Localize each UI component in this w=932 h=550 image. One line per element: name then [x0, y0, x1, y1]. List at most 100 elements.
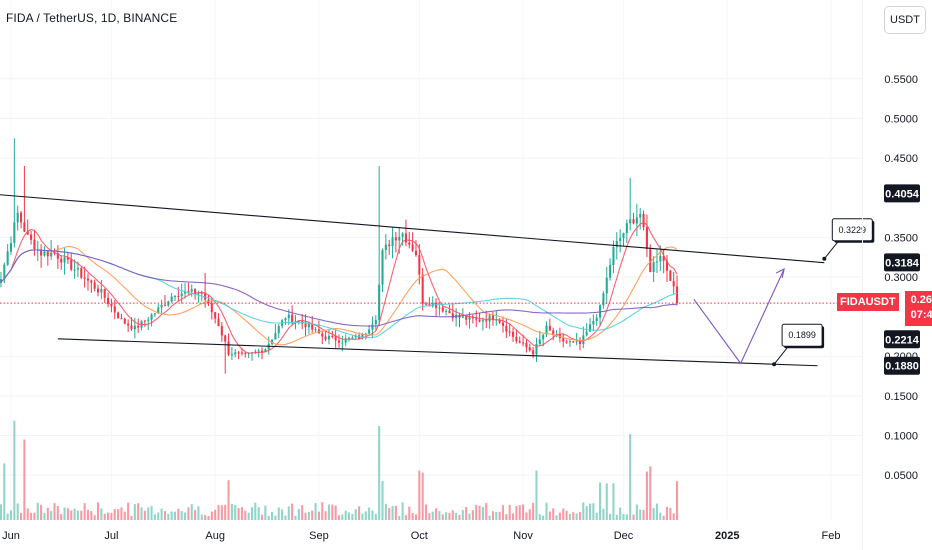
volume-bar	[615, 514, 618, 520]
candle-body	[368, 329, 371, 334]
volume-bar	[438, 511, 441, 520]
volume-bar	[73, 508, 76, 520]
candle-body	[163, 304, 166, 306]
candle-body	[629, 219, 632, 224]
candle-body	[127, 323, 130, 326]
volume-bar	[307, 511, 310, 520]
candle-body	[86, 278, 90, 281]
volume-bar	[635, 504, 638, 520]
volume-bar	[137, 503, 140, 520]
volume-bar	[143, 510, 146, 520]
volume-bar	[234, 504, 237, 520]
volume-bar	[23, 439, 26, 520]
volume-bar	[542, 515, 545, 520]
volume-bar	[475, 504, 478, 520]
volume-bar	[588, 503, 592, 520]
candle-body	[3, 264, 6, 280]
y-tick-label: 0.1000	[884, 431, 918, 443]
volume-bar	[471, 510, 474, 520]
candle-body	[341, 342, 344, 344]
volume-bar	[66, 508, 69, 520]
volume-bar	[150, 506, 153, 520]
candle-body	[565, 341, 568, 343]
candle-body	[364, 333, 367, 335]
y-tick-label: 0.5500	[884, 74, 918, 86]
candle-body	[438, 307, 441, 309]
volume-bar	[512, 513, 515, 520]
x-tick-label: Nov	[513, 530, 533, 542]
volume-bar	[612, 483, 615, 520]
volume-bar	[327, 504, 330, 520]
candle-body	[96, 288, 100, 293]
candle-body	[421, 274, 424, 304]
current-price-box: 0.2670 07:44:02	[904, 291, 932, 326]
volume-bar	[421, 472, 424, 520]
candle-body	[173, 296, 177, 298]
volume-bar	[371, 510, 374, 520]
candle-body	[532, 350, 535, 355]
candle-body	[491, 315, 494, 321]
candle-body	[448, 310, 451, 314]
volume-bar	[599, 482, 602, 520]
volume-bar	[157, 512, 160, 520]
volume-bar	[187, 507, 190, 520]
x-tick-label: Oct	[411, 530, 428, 542]
volume-bar	[147, 507, 150, 520]
candle-body	[244, 352, 247, 354]
volume-bar	[207, 515, 210, 520]
volume-bar	[565, 510, 568, 520]
candle-body	[649, 249, 652, 273]
volume-bar	[334, 505, 337, 520]
volume-bar	[271, 511, 274, 520]
candle-body	[23, 222, 26, 232]
volume-bar	[428, 513, 431, 520]
x-tick-label: Dec	[614, 530, 634, 542]
currency-selector[interactable]: USDT	[884, 6, 926, 34]
volume-bar	[414, 514, 418, 520]
volume-bar	[100, 508, 103, 520]
candle-body	[676, 286, 679, 304]
ma-mid-line	[0, 245, 678, 346]
candle-body	[120, 318, 123, 320]
volume-bar	[224, 504, 227, 520]
candle-body	[76, 268, 79, 270]
candle-body	[240, 352, 243, 354]
candle-body	[622, 233, 625, 239]
volume-bar	[354, 509, 357, 520]
candle-body	[465, 316, 468, 320]
candle-body	[271, 339, 274, 344]
candle-body	[535, 343, 538, 355]
volume-bar	[46, 507, 49, 520]
volume-bar	[495, 511, 498, 520]
volume-bar	[291, 503, 294, 520]
x-tick-label: Jul	[104, 530, 118, 542]
candle-body	[6, 251, 9, 265]
volume-bar	[515, 506, 518, 520]
candle-body	[107, 297, 110, 305]
candle-body	[501, 322, 505, 326]
volume-bar	[117, 509, 120, 520]
callout-box	[781, 323, 823, 347]
volume-bar	[558, 512, 561, 520]
candle-body	[224, 335, 227, 342]
volume-bar	[311, 510, 314, 520]
y-tick-label: 0.5000	[884, 113, 918, 125]
candle-body	[528, 347, 531, 351]
candle-body	[264, 349, 267, 353]
volume-bar	[260, 514, 264, 520]
candle-body	[445, 310, 448, 312]
candle-body	[133, 325, 136, 330]
volume-bar	[669, 507, 672, 520]
candle-body	[642, 213, 645, 228]
candle-body	[371, 324, 374, 330]
candle-body	[143, 320, 146, 322]
candle-body	[475, 318, 478, 320]
candle-body	[170, 296, 173, 302]
volume-bar	[294, 515, 297, 520]
candle-body	[187, 291, 190, 293]
volume-bar	[522, 504, 525, 520]
volume-bar	[96, 502, 100, 520]
candle-body	[220, 326, 223, 336]
